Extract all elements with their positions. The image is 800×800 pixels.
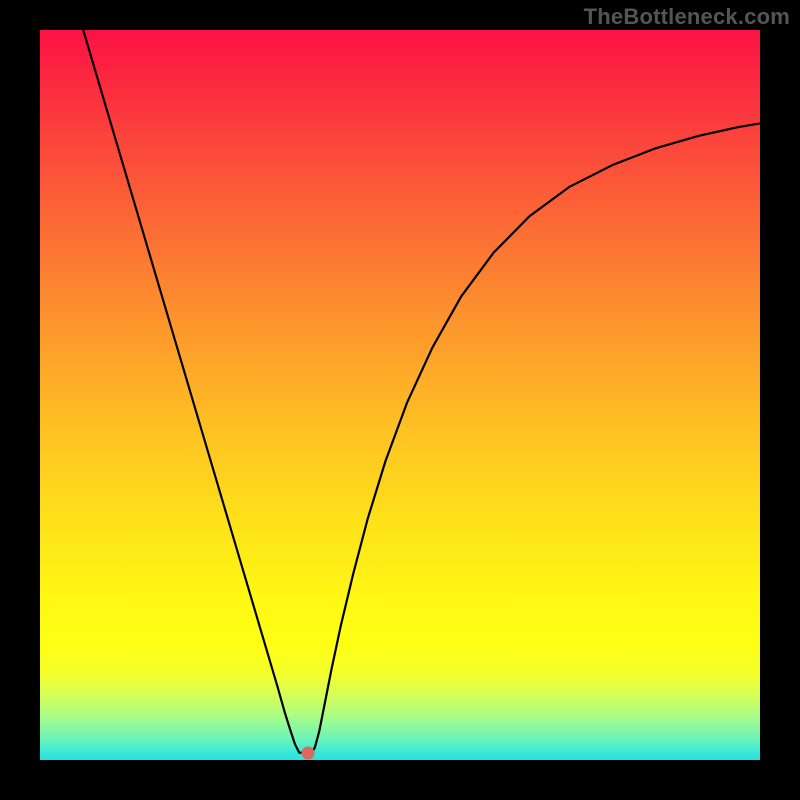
curve-line	[40, 30, 760, 760]
watermark-text: TheBottleneck.com	[584, 4, 790, 30]
plot-area	[40, 30, 760, 760]
data-marker	[301, 746, 314, 759]
chart-container: TheBottleneck.com	[0, 0, 800, 800]
